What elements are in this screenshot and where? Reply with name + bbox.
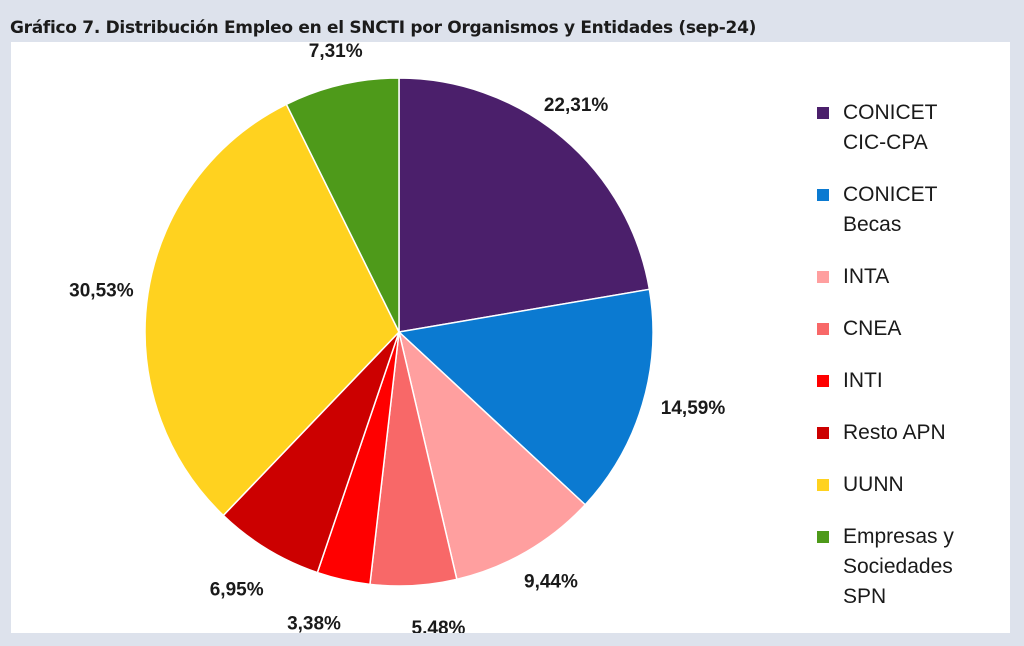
legend-label: UUNN xyxy=(843,473,904,496)
legend-swatch xyxy=(817,479,829,491)
data-label-3: 9,44% xyxy=(524,572,578,593)
legend-swatch xyxy=(817,375,829,387)
data-label-7: 30,53% xyxy=(69,281,134,302)
data-label-8: 7,31% xyxy=(309,42,363,62)
legend-item-2: CONICET Becas xyxy=(817,180,938,240)
legend-swatch xyxy=(817,323,829,335)
legend-swatch xyxy=(817,531,829,543)
pie-chart: 22,31% 14,59% 9,44% 5,48% 3,38% 6,95% 30,53% 7,… xyxy=(69,42,726,633)
legend-item-5: INTI xyxy=(817,366,883,396)
data-label-5: 3,38% xyxy=(287,614,341,633)
data-label-4: 5,48% xyxy=(412,618,466,633)
legend-item-3: INTA xyxy=(817,262,889,292)
pie-slice-2 xyxy=(397,288,654,506)
chart-title: Gráfico 7. Distribución Empleo en el SNC… xyxy=(10,18,757,38)
pie-slice-7 xyxy=(144,103,400,517)
legend-label: CONICET Becas xyxy=(843,183,938,236)
legend-swatch xyxy=(817,107,829,119)
legend-item-4: CNEA xyxy=(817,314,901,344)
legend-swatch xyxy=(817,427,829,439)
legend-swatch xyxy=(817,189,829,201)
chart-panel: 22,31% 14,59% 9,44% 5,48% 3,38% 6,95% 30,53% 7,… xyxy=(11,42,1010,633)
pie-slice-1 xyxy=(398,77,651,333)
legend-label: Resto APN xyxy=(843,421,946,444)
legend-item-1: CONICET CIC-CPA xyxy=(817,98,938,158)
pie-slice-6 xyxy=(222,331,400,574)
legend-label: Empresas y Sociedades SPN xyxy=(843,525,954,608)
data-label-2: 14,59% xyxy=(661,398,726,419)
pie-slice-3 xyxy=(397,329,587,581)
pie-slice-8 xyxy=(285,77,400,333)
legend-label: CONICET CIC-CPA xyxy=(843,101,938,154)
legend-label: CNEA xyxy=(843,317,902,340)
legend-label: INTI xyxy=(843,369,883,392)
legend-item-7: UUNN xyxy=(817,470,904,500)
legend-label: INTA xyxy=(843,265,890,288)
data-label-1: 22,31% xyxy=(544,95,609,116)
legend-swatch xyxy=(817,271,829,283)
legend-item-6: Resto APN xyxy=(817,418,946,448)
legend-item-8: Empresas y Sociedades SPN xyxy=(817,522,954,612)
data-label-6: 6,95% xyxy=(210,580,264,601)
